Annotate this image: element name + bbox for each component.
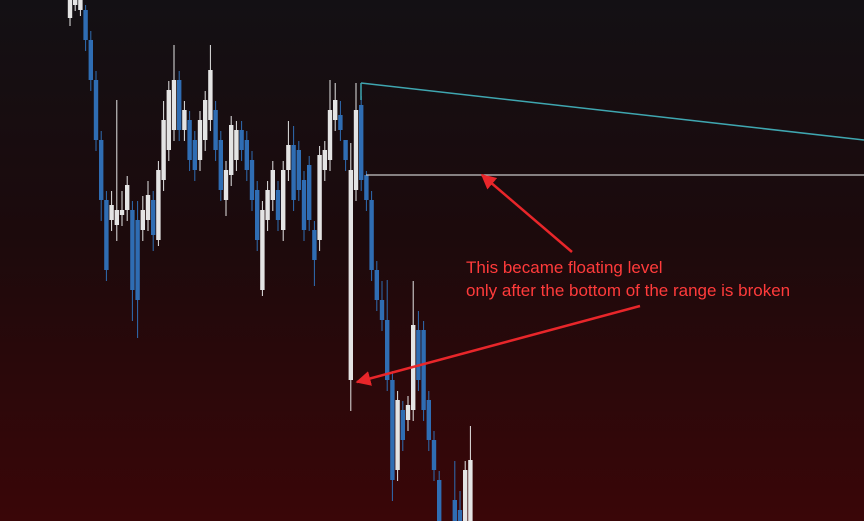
candle-body <box>286 145 291 170</box>
candle-body <box>229 125 234 175</box>
candle-body <box>426 400 431 440</box>
candle-body <box>437 480 442 521</box>
candle-body <box>187 120 192 160</box>
trend-line <box>360 82 864 141</box>
candle-body <box>145 195 151 220</box>
candle-body <box>239 130 244 150</box>
candle-body <box>177 80 182 130</box>
candle-body <box>343 140 348 160</box>
candle-body <box>457 510 463 521</box>
candle-body <box>468 460 473 521</box>
candle-body <box>234 130 239 160</box>
candle-body <box>109 205 114 220</box>
candle-body <box>301 180 307 230</box>
candle-body <box>400 410 405 440</box>
candle-body <box>119 210 125 215</box>
candle-body <box>348 170 353 380</box>
candle-body <box>374 270 379 300</box>
candle-body <box>379 300 385 320</box>
candle-body <box>249 160 255 200</box>
candle-body <box>223 170 229 200</box>
candle-body <box>421 330 426 410</box>
candle-body <box>385 320 390 380</box>
annotation: This became floating level <box>466 258 663 277</box>
candle-body <box>125 185 130 210</box>
candle-body <box>296 150 301 190</box>
candle-body <box>99 140 104 200</box>
candle-body <box>88 40 93 80</box>
candle-body <box>67 0 73 18</box>
candle-body <box>265 190 270 220</box>
candle-body <box>463 470 468 521</box>
candle-body <box>416 330 421 380</box>
candle-body <box>405 405 411 420</box>
annotation: only after the bottom of the range is br… <box>466 281 790 300</box>
candle-body <box>395 400 400 470</box>
candle-body <box>130 210 135 290</box>
candle-body <box>260 210 265 290</box>
candles <box>67 0 473 521</box>
candle-body <box>327 110 333 160</box>
candle-body <box>307 165 312 220</box>
candle-body <box>317 155 322 240</box>
candle-body <box>197 120 203 160</box>
candle-body <box>270 170 275 200</box>
candle-body <box>452 500 457 521</box>
candle-body <box>203 100 208 140</box>
arrow <box>480 174 573 253</box>
candle-body <box>78 0 83 10</box>
candle-body <box>156 170 161 240</box>
arrow <box>355 304 641 386</box>
candle-body <box>390 380 395 480</box>
candle-body <box>364 175 369 200</box>
candle-body <box>322 150 327 170</box>
candle-body <box>338 115 343 130</box>
candle-body <box>93 80 99 140</box>
candle-body <box>114 210 119 225</box>
candle-body <box>431 440 437 470</box>
candle-body <box>353 110 359 190</box>
candle-body <box>218 140 223 190</box>
candle-body <box>359 105 364 180</box>
candle-body <box>192 140 197 170</box>
candle-body <box>135 220 140 300</box>
candle-body <box>73 0 78 5</box>
candle-body <box>182 110 187 130</box>
candle-body <box>83 10 88 40</box>
candle-body <box>255 190 260 240</box>
candle-body <box>104 200 109 270</box>
candle-body <box>333 100 338 120</box>
candle-body <box>166 90 171 150</box>
candle-body <box>291 145 296 200</box>
candle-body <box>151 200 156 235</box>
candle-body <box>161 120 166 180</box>
candle-body <box>244 140 249 170</box>
candle-body <box>208 70 213 120</box>
candle-body <box>312 230 317 260</box>
candle-body <box>213 110 218 150</box>
candle-body <box>275 190 281 220</box>
candle-body <box>369 200 374 270</box>
candle-body <box>171 80 177 130</box>
candle-body <box>140 210 145 230</box>
candle-body <box>281 170 286 230</box>
